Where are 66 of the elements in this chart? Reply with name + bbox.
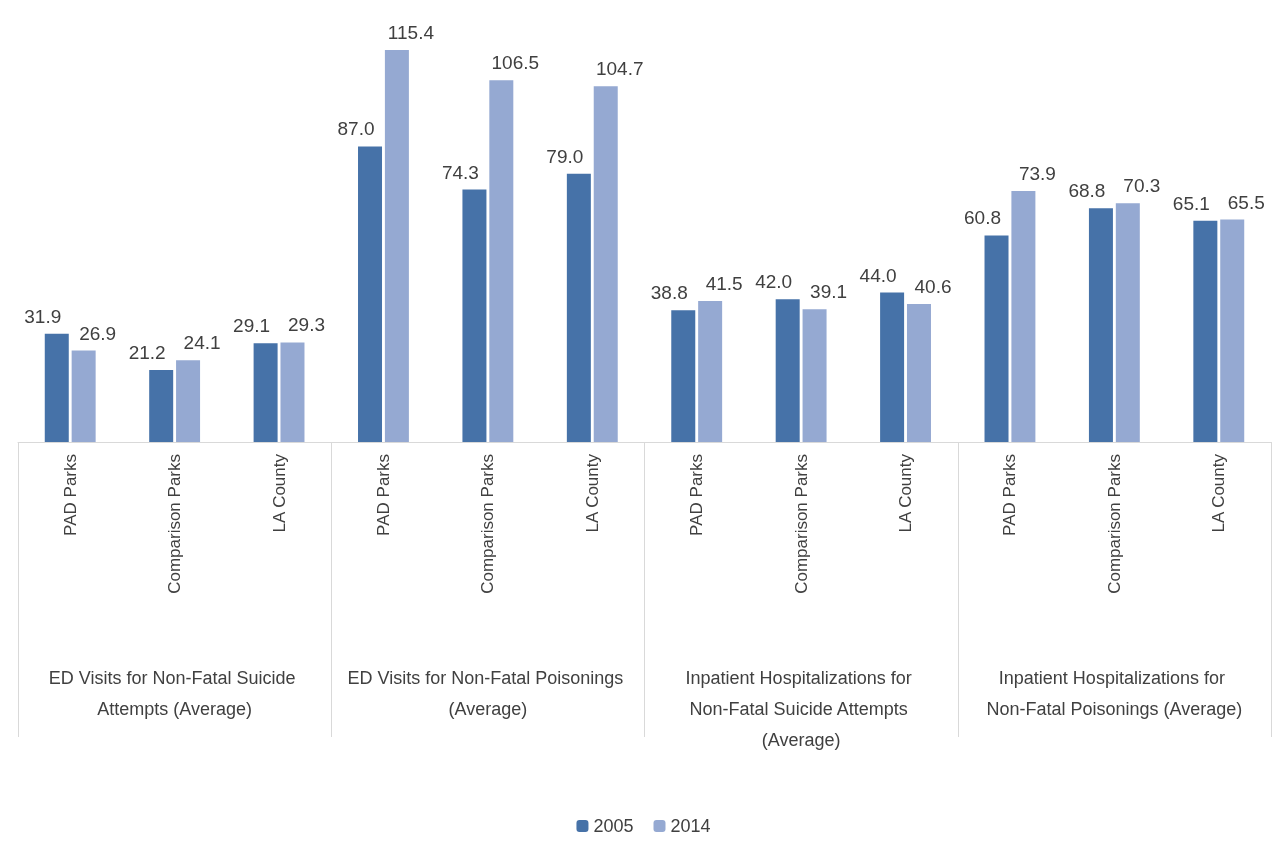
bar <box>280 342 305 442</box>
data-label: 70.3 <box>1123 175 1161 197</box>
bar <box>253 343 278 442</box>
data-label: 31.9 <box>24 305 62 327</box>
legend-label: 2014 <box>670 816 711 836</box>
data-label: 42.0 <box>755 271 793 293</box>
data-label: 38.8 <box>650 282 688 304</box>
bar <box>775 299 800 442</box>
bar <box>1193 220 1218 442</box>
data-label: 41.5 <box>705 273 743 295</box>
data-label: 40.6 <box>914 276 952 298</box>
bar <box>384 50 409 442</box>
bar <box>358 146 383 442</box>
bar <box>462 189 487 442</box>
x-tick-label: Comparison Parks <box>791 454 811 594</box>
x-tick-label: PAD Parks <box>373 454 393 536</box>
data-label: 115.4 <box>387 22 435 43</box>
x-tick-label: PAD Parks <box>1000 454 1020 536</box>
data-label: 106.5 <box>491 52 540 74</box>
bar <box>984 235 1009 442</box>
text: ED Visits for Non-Fatal Suicide Attempts (Average) <box>48 667 301 719</box>
bar <box>1011 190 1036 442</box>
data-label: 65.5 <box>1227 191 1265 213</box>
x-tick-label: Comparison Parks <box>1104 454 1124 594</box>
bar <box>566 173 591 442</box>
bar <box>671 310 696 442</box>
data-label: 68.8 <box>1068 180 1106 202</box>
data-label: 26.9 <box>79 322 117 344</box>
bar <box>1088 208 1113 442</box>
bar <box>880 292 905 442</box>
data-label: 44.0 <box>859 264 897 286</box>
legend-label: 2005 <box>593 816 634 836</box>
data-label: 29.3 <box>287 314 325 336</box>
bar <box>71 350 96 442</box>
data-label: 60.8 <box>964 207 1002 229</box>
bar <box>906 304 931 442</box>
data-label: 29.1 <box>233 315 271 337</box>
x-tick-label: LA County <box>582 453 602 533</box>
data-label: 65.1 <box>1172 192 1210 214</box>
data-label: 24.1 <box>183 332 221 354</box>
text: Inpatient Hospitalizations for Non-Fatal Suicide Attempts (Average) <box>685 667 917 750</box>
x-tick-label: PAD Parks <box>687 454 707 536</box>
text: Inpatient Hospitalizations for Non-Fatal Poisonings (Average) <box>986 667 1243 719</box>
bar <box>802 309 827 442</box>
x-tick-label: LA County <box>896 453 916 533</box>
text: ED Visits for Non-Fatal Poisonings (Average) <box>347 667 629 719</box>
bar <box>149 369 174 442</box>
bar <box>698 301 723 442</box>
bar <box>593 86 618 442</box>
x-tick-label: PAD Parks <box>60 454 80 536</box>
data-label: 74.3 <box>441 161 479 183</box>
x-tick-label: LA County <box>269 453 289 533</box>
bar <box>1115 203 1140 442</box>
data-label: 87.0 <box>337 118 375 140</box>
bar <box>176 360 201 442</box>
x-tick-label: LA County <box>1209 453 1229 533</box>
bar <box>44 333 69 442</box>
data-label: 21.2 <box>128 341 166 363</box>
bar <box>1220 219 1245 442</box>
data-label: 79.0 <box>546 145 584 167</box>
data-label: 73.9 <box>1018 162 1056 184</box>
bar <box>489 80 514 442</box>
x-tick-label: Comparison Parks <box>478 454 498 594</box>
data-label: 39.1 <box>810 281 848 303</box>
x-tick-label: Comparison Parks <box>165 454 185 594</box>
data-label: 104.7 <box>595 58 644 80</box>
